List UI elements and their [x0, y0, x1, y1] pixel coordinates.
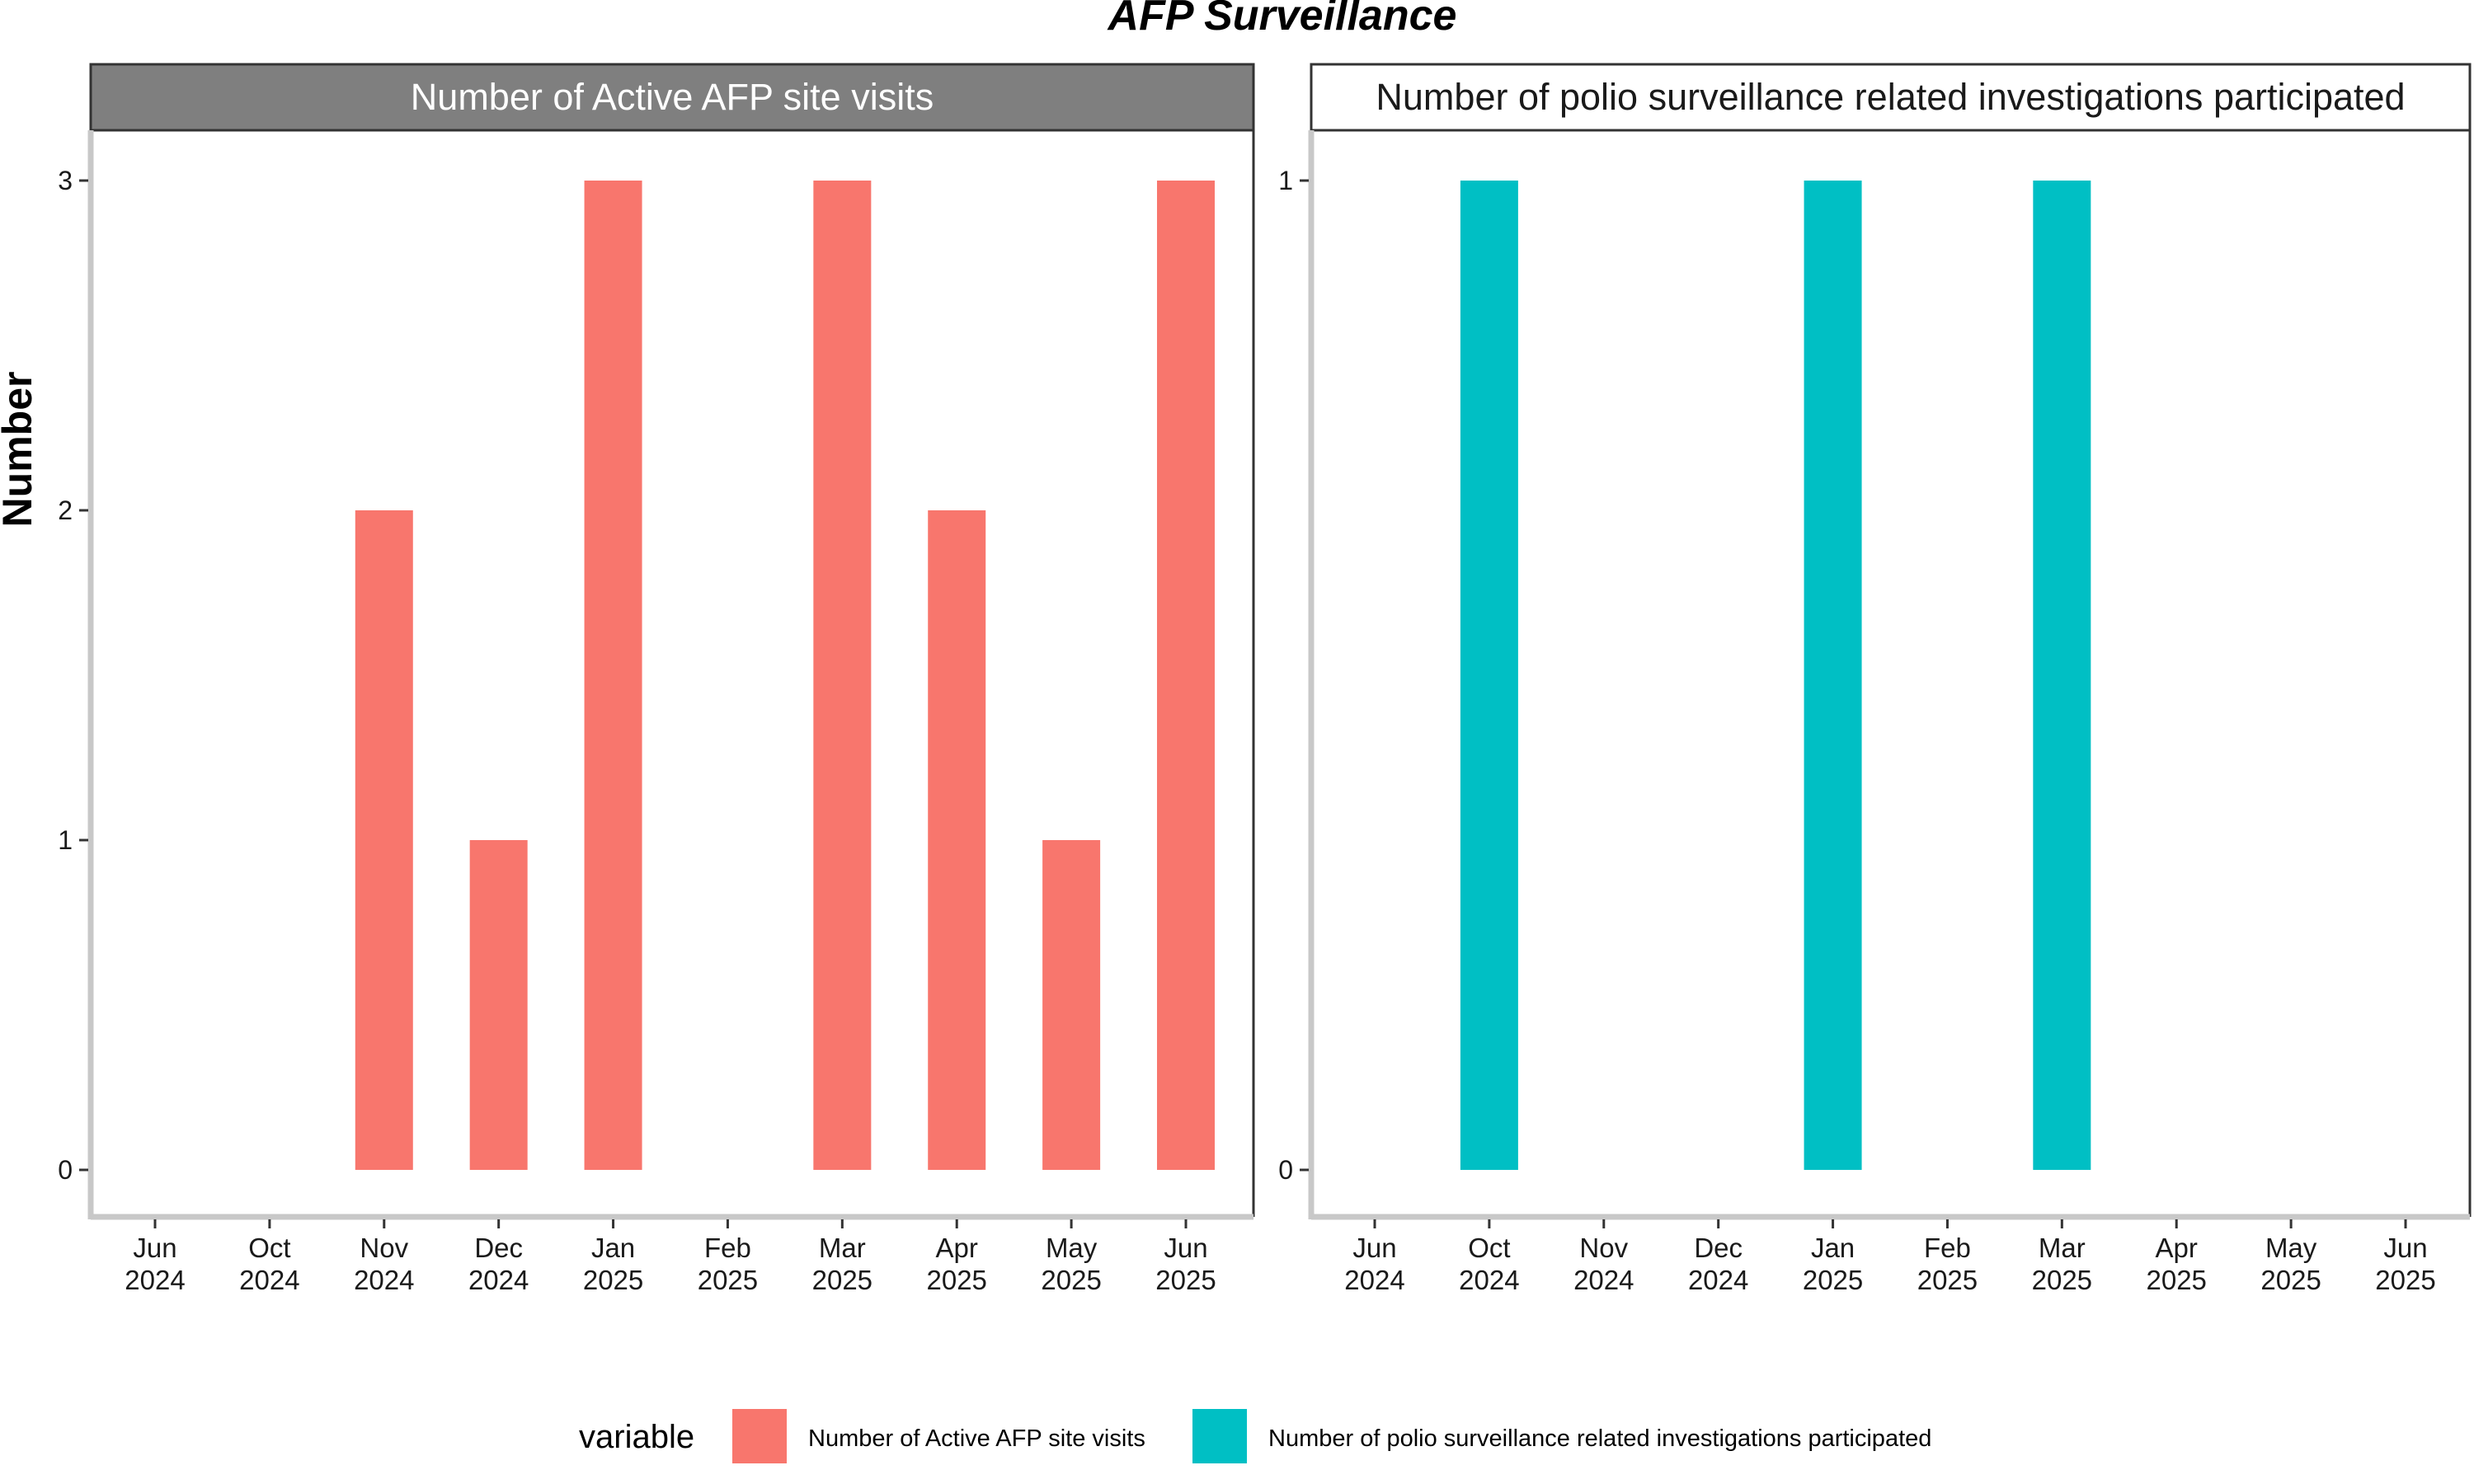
y-tick-label: 0 — [58, 1155, 73, 1185]
panel-1: Number of Active AFP site visits0123Jun2… — [58, 63, 1255, 1295]
x-tick-label-month: Apr — [936, 1233, 978, 1263]
x-tick-label-month: May — [2265, 1233, 2317, 1263]
legend-title: variable — [579, 1419, 694, 1455]
y-tick-label: 0 — [1278, 1155, 1293, 1185]
facet-strip — [1310, 63, 2472, 132]
x-tick-label-year: 2025 — [2260, 1265, 2321, 1295]
x-tick-label-year: 2025 — [583, 1265, 643, 1295]
chart-title: AFP Surveillance — [1107, 0, 1457, 40]
x-tick-label-month: Jan — [591, 1233, 635, 1263]
y-tick-label: 3 — [58, 166, 73, 195]
x-tick-label-month: Dec — [474, 1233, 523, 1263]
x-tick-label-year: 2024 — [468, 1265, 529, 1295]
y-tick-label: 1 — [1278, 166, 1293, 195]
x-tick-label-year: 2025 — [1155, 1265, 1216, 1295]
x-tick-label-year: 2024 — [1344, 1265, 1404, 1295]
x-tick-label-year: 2025 — [1917, 1265, 1978, 1295]
x-tick-label-month: Nov — [360, 1233, 408, 1263]
bar-oct-2024 — [1460, 181, 1518, 1170]
bar-dec-2024 — [469, 840, 528, 1170]
bar-jun-2025 — [1157, 181, 1215, 1170]
x-tick-label-month: Feb — [1924, 1233, 1971, 1263]
bar-may-2025 — [1042, 840, 1101, 1170]
x-tick-label-year: 2024 — [354, 1265, 414, 1295]
x-tick-label-month: Apr — [2156, 1233, 2198, 1263]
x-tick-label-month: Jan — [1811, 1233, 1855, 1263]
x-tick-label-month: Jun — [1164, 1233, 1207, 1263]
panel-2: Number of polio surveillance related inv… — [1278, 63, 2472, 1295]
facet-strip-label: Number of Active AFP site visits — [411, 76, 934, 118]
bar-mar-2025 — [813, 181, 872, 1170]
facet-panels: Number of Active AFP site visits0123Jun2… — [58, 63, 2472, 1295]
x-tick-label-month: Dec — [1694, 1233, 1743, 1263]
x-tick-label-month: Mar — [2039, 1233, 2086, 1263]
x-tick-label-month: Mar — [819, 1233, 866, 1263]
x-tick-label-year: 2025 — [2032, 1265, 2092, 1295]
x-tick-label-year: 2024 — [1573, 1265, 1634, 1295]
x-tick-label-year: 2024 — [239, 1265, 299, 1295]
bar-apr-2025 — [928, 510, 986, 1170]
x-tick-label-year: 2025 — [1803, 1265, 1863, 1295]
x-tick-label-month: Jun — [1352, 1233, 1396, 1263]
legend-key-polio-investigations — [1192, 1409, 1247, 1463]
bar-jan-2025 — [1804, 181, 1862, 1170]
x-tick-label-year: 2025 — [812, 1265, 872, 1295]
x-tick-label-year: 2024 — [1688, 1265, 1748, 1295]
x-tick-label-year: 2025 — [698, 1265, 758, 1295]
legend: variable Number of Active AFP site visit… — [579, 1409, 1931, 1463]
facet-strip — [89, 63, 1255, 132]
x-tick-label-month: Feb — [704, 1233, 751, 1263]
x-tick-label-year: 2025 — [1041, 1265, 1101, 1295]
x-tick-label-year: 2025 — [2147, 1265, 2207, 1295]
x-tick-label-month: Nov — [1579, 1233, 1628, 1263]
bar-mar-2025 — [2033, 181, 2091, 1170]
x-tick-label-month: Oct — [248, 1233, 290, 1263]
legend-label-polio-investigations: Number of polio surveillance related inv… — [1268, 1425, 1931, 1452]
legend-label-active-afp: Number of Active AFP site visits — [808, 1425, 1145, 1452]
legend-key-active-afp — [732, 1409, 787, 1463]
y-tick-label: 2 — [58, 495, 73, 525]
x-tick-label-month: Oct — [1468, 1233, 1510, 1263]
x-tick-label-month: Jun — [2383, 1233, 2427, 1263]
x-tick-label-month: Jun — [133, 1233, 176, 1263]
x-tick-label-year: 2024 — [125, 1265, 185, 1295]
bar-nov-2024 — [355, 510, 413, 1170]
y-axis-label: Number — [0, 372, 40, 528]
x-tick-label-year: 2025 — [2375, 1265, 2435, 1295]
x-tick-label-month: May — [1046, 1233, 1098, 1263]
x-tick-label-year: 2025 — [927, 1265, 987, 1295]
x-tick-label-year: 2024 — [1459, 1265, 1519, 1295]
bar-jan-2025 — [584, 181, 642, 1170]
y-tick-label: 1 — [58, 825, 73, 855]
facet-strip-label: Number of polio surveillance related inv… — [1376, 76, 2405, 118]
